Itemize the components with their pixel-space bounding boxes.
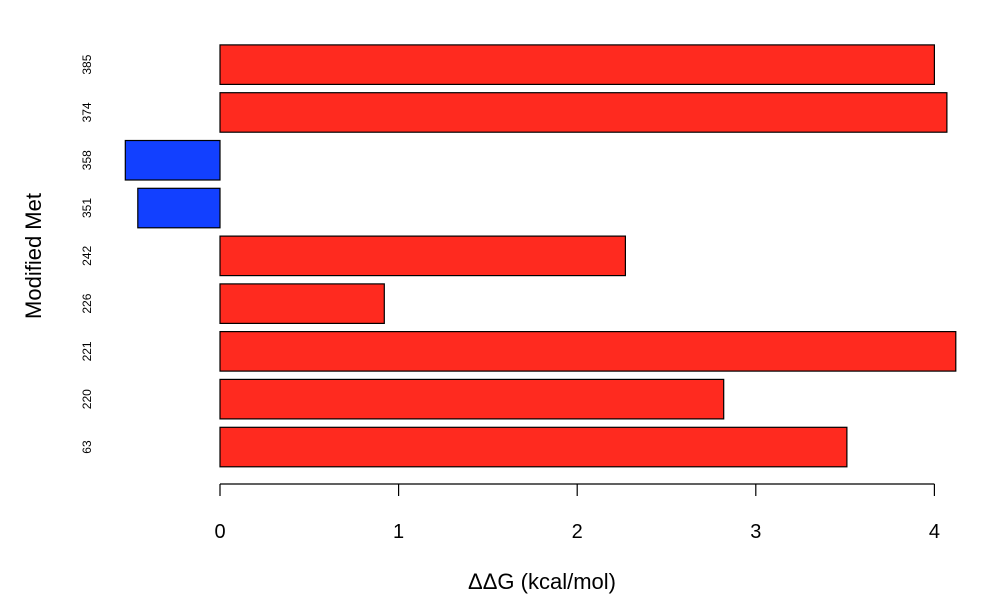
x-tick-label-4: 4 [929,521,940,543]
x-tick-label-2: 2 [572,521,583,543]
category-label-374: 374 [80,102,94,122]
bar-374 [219,92,948,133]
bar-242 [219,235,626,277]
x-axis-title: ΔΔG (kcal/mol) [468,569,616,594]
bar-351 [137,187,221,229]
category-label-385: 385 [80,54,94,74]
bar-385 [219,44,936,86]
category-label-221: 221 [80,341,94,361]
bar-221 [219,331,957,372]
bar-226 [219,283,385,324]
bar-220 [219,378,725,420]
bar-63 [219,426,848,468]
y-axis-title: Modified Met [21,193,46,319]
x-axis: 0 1 2 3 4 [214,483,940,543]
category-label-358: 358 [80,150,94,170]
x-tick-label-3: 3 [750,521,761,543]
x-tick-label-0: 0 [214,521,225,543]
category-label-351: 351 [80,198,94,218]
category-label-226: 226 [80,293,94,313]
category-label-242: 242 [80,245,94,265]
category-label-220: 220 [80,389,94,409]
category-label-63: 63 [80,440,94,454]
bar-358 [124,139,221,181]
x-tick-label-1: 1 [393,521,404,543]
category-labels: 63 220 221 226 242 351 358 374 385 [80,54,94,453]
bars-group [124,44,957,468]
